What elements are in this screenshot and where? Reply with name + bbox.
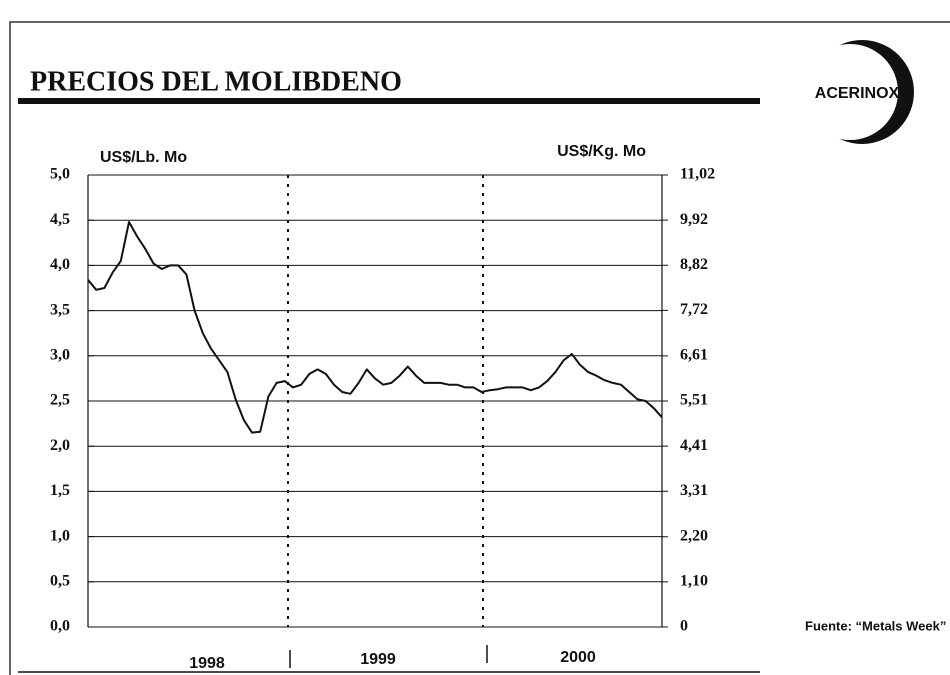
price-line [87,221,663,434]
y2-tick-label: 11,02 [680,166,715,183]
slide-frame [9,21,950,675]
y2-tick-label: 0 [680,618,688,635]
y-tick-label: 2,5 [50,392,70,409]
logo-text: ACERINOX [815,85,900,102]
y-tick-label: 3,0 [50,346,70,363]
y-axis-label: US$/Lb. Mo [100,149,187,166]
y2-tick-label: 1,10 [680,573,708,590]
y2-tick-label: 6,61 [680,347,708,364]
y2-tick-label: 8,82 [680,256,708,273]
x-tick-label: 2000 [560,649,596,666]
y2-axis-label: US$/Kg. Mo [557,143,646,160]
y2-tick-label: 9,92 [680,211,708,228]
logo: ACERINOX [802,40,914,144]
y-tick-label: 4,0 [50,256,70,273]
logo-inner [802,44,898,140]
y-tick-label: 1,5 [50,482,70,499]
y-tick-label: 3,5 [50,301,70,318]
x-tick-label: 1998 [189,655,225,672]
y-tick-label: 1,0 [50,527,70,544]
y-tick-label: 5,0 [50,166,70,183]
x-tick-label: 1999 [360,651,396,668]
y2-tick-label: 5,51 [680,392,708,409]
y2-tick-label: 3,31 [680,482,708,499]
y-tick-label: 0,0 [50,618,70,635]
title-rule [18,98,760,104]
y2-tick-label: 4,41 [680,437,708,454]
source-note: Fuente: “Metals Week” [805,618,946,633]
y-tick-label: 4,5 [50,211,70,228]
y-tick-label: 0,5 [50,572,70,589]
y-tick-label: 2,0 [50,437,70,454]
y2-tick-label: 2,20 [680,527,708,544]
y2-tick-label: 7,72 [680,301,708,318]
title: PRECIOS DEL MOLIBDENO [30,66,402,97]
